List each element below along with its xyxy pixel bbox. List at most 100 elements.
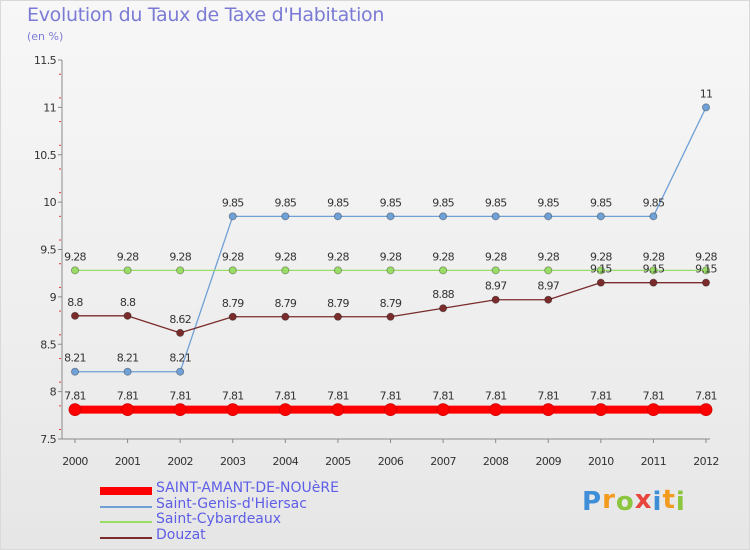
legend-label: Saint-Genis-d'Hiersac [156, 496, 307, 512]
y-tick-label: 8.5 [40, 338, 56, 351]
x-tick-label: 2009 [535, 455, 561, 468]
x-tick-label: 2003 [220, 455, 246, 468]
data-label: 9.28 [169, 250, 191, 263]
data-point [647, 403, 660, 417]
data-label: 9.85 [432, 196, 454, 209]
data-label: 8.21 [169, 352, 191, 365]
x-tick-label: 2007 [430, 455, 456, 468]
data-point [176, 328, 185, 337]
data-point [699, 403, 713, 417]
data-point [278, 403, 292, 417]
legend-swatch-saint-amant [100, 487, 152, 495]
chart-subtitle: (en %) [27, 30, 64, 43]
logo-letter: t [662, 485, 676, 515]
x-tick-label: 2004 [273, 455, 299, 468]
data-point [121, 403, 134, 417]
data-label: 7.81 [643, 390, 665, 403]
data-label: 9.28 [64, 250, 86, 263]
data-label: 9.15 [643, 263, 665, 276]
data-label: 9.85 [327, 196, 349, 209]
data-label: 9.85 [222, 196, 244, 209]
data-point [649, 266, 658, 275]
chart-axes: 7.5 8 8.5 9 9.5 10 10.5 11 11.5 2000 2001 2002 2003 2… [34, 54, 719, 468]
data-point [71, 311, 80, 320]
data-label: 7.81 [327, 390, 349, 403]
data-label: 8.79 [380, 297, 402, 310]
y-tick-label: 8 [50, 386, 57, 399]
data-label: 7.81 [485, 390, 507, 403]
x-tick-label: 2010 [588, 455, 614, 468]
legend-label: Douzat [156, 527, 206, 543]
legend-label: SAINT-AMANT-DE-NOUèRE [156, 480, 339, 496]
data-point [541, 403, 555, 417]
data-point [436, 403, 450, 417]
data-label: 8.21 [117, 352, 139, 365]
data-point [649, 278, 658, 287]
data-label: 8.79 [222, 297, 244, 310]
legend-item-saint-cybardeaux: Saint-Cybardeaux [100, 511, 500, 529]
data-point [544, 212, 553, 221]
data-label: 9.15 [695, 263, 717, 276]
logo-letter: x [634, 485, 653, 515]
data-label: 9.28 [643, 250, 665, 263]
data-point [439, 304, 448, 313]
data-label: 9.28 [485, 250, 507, 263]
data-point [386, 312, 395, 321]
logo-letter: i [675, 487, 686, 517]
data-point [386, 266, 395, 275]
series-line-1 [75, 107, 707, 373]
legend-item-douzat: Douzat [100, 527, 500, 545]
data-label: 9.28 [590, 250, 612, 263]
data-label: 8.21 [64, 352, 86, 365]
x-tick-label: 2002 [167, 455, 193, 468]
data-point [228, 212, 237, 221]
y-tick-label: 10.5 [34, 149, 57, 162]
data-point [333, 212, 342, 221]
x-tick-label: 2000 [62, 455, 88, 468]
data-label: 9.28 [274, 250, 296, 263]
data-point [439, 266, 448, 275]
chart-title: Evolution du Taux de Taxe d'Habitation [27, 4, 385, 26]
y-tick-label: 11 [43, 101, 56, 114]
data-label: 9.85 [274, 196, 296, 209]
y-tick-label: 10 [43, 196, 56, 209]
data-point [333, 312, 342, 321]
data-label: 9.28 [432, 250, 454, 263]
data-point [71, 266, 80, 275]
data-point [491, 212, 500, 221]
legend-swatch-douzat [100, 537, 152, 539]
data-label: 9.28 [537, 250, 559, 263]
data-point [386, 212, 395, 221]
data-point [176, 266, 185, 275]
data-point [331, 403, 345, 417]
data-label: 9.28 [222, 250, 244, 263]
legend-swatch-saint-genis [100, 506, 152, 508]
data-label: 8.79 [274, 297, 296, 310]
data-label: 9.28 [327, 250, 349, 263]
data-label: 9.15 [590, 263, 612, 276]
legend-item-saint-genis: Saint-Genis-d'Hiersac [100, 496, 500, 514]
x-tick-label: 2011 [641, 455, 667, 468]
legend-swatch-saint-cybardeaux [100, 521, 152, 523]
logo-letter: o [615, 487, 635, 517]
data-label: 9.85 [380, 196, 402, 209]
x-tick-label: 2001 [115, 455, 141, 468]
data-point [702, 278, 711, 287]
data-point [173, 403, 187, 417]
data-point [176, 367, 185, 376]
data-label: 11 [700, 87, 713, 100]
data-point [596, 212, 605, 221]
data-point [228, 266, 237, 275]
data-label: 8.62 [169, 313, 191, 326]
y-tick-label: 9 [50, 291, 57, 304]
data-label: 9.85 [485, 196, 507, 209]
data-point [281, 312, 290, 321]
data-point [333, 266, 342, 275]
data-label: 7.81 [274, 390, 296, 403]
data-point [123, 367, 132, 376]
data-label: 8.97 [537, 280, 559, 293]
chart-data-labels: 7.81 7.81 7.81 7.81 7.81 7.81 7.81 7.81 7.81 7.81… [64, 87, 718, 403]
data-label: 9.85 [643, 196, 665, 209]
data-label: 7.81 [432, 390, 454, 403]
